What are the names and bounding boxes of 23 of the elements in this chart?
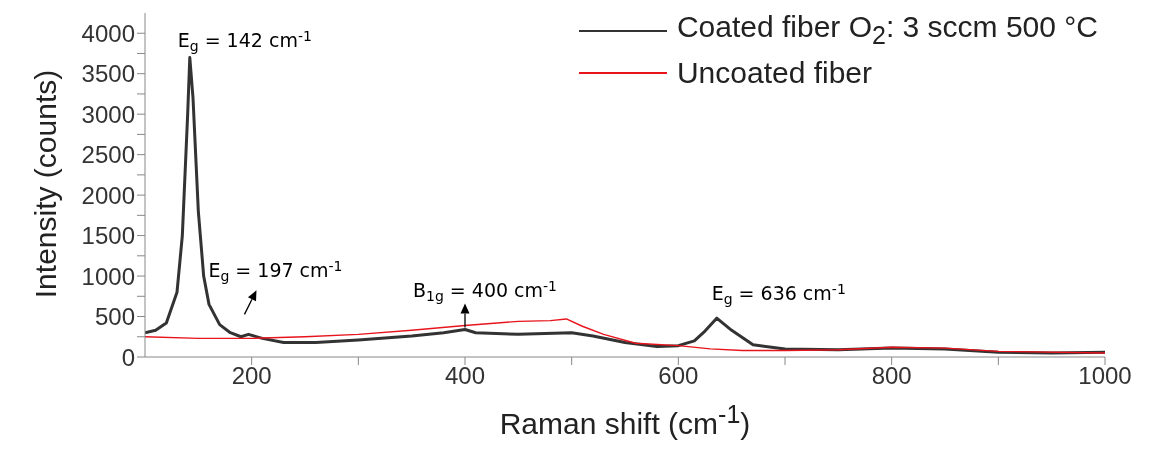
legend-label: Coated fiber O$_{2}$: 3 sccm 500 °C xyxy=(676,9,1098,51)
x-tick-label: 1000 xyxy=(1078,362,1132,390)
y-tick-label: 4000 xyxy=(81,19,135,47)
y-tick-label: 500 xyxy=(94,303,135,331)
y-tick-label: 2500 xyxy=(81,141,135,169)
annotation: E$_{g}$ = 197 cm$^{-1}$ xyxy=(208,258,343,284)
y-axis-title: Intensity (counts) xyxy=(29,69,62,299)
annotation: E$_{g}$ = 636 cm$^{-1}$ xyxy=(711,280,846,307)
y-tick-label: 2000 xyxy=(81,181,135,209)
x-tick-label: 200 xyxy=(231,362,272,390)
legend-label: Uncoated fiber xyxy=(676,55,873,91)
y-tick-label: 1000 xyxy=(81,262,135,290)
y-tick-label: 0 xyxy=(121,343,135,371)
y-tick-label: 1500 xyxy=(81,222,135,250)
x-axis-title: Raman shift (cm$^{-1}$) xyxy=(499,400,751,440)
x-tick-label: 800 xyxy=(871,362,912,390)
line-series xyxy=(145,318,1105,354)
annotation: E$_{g}$ = 142 cm$^{-1}$ xyxy=(177,27,312,54)
annotation: B$_{1g}$ = 400 cm$^{-1}$ xyxy=(412,278,558,304)
y-tick-label: 3500 xyxy=(81,60,135,88)
x-tick-label: 600 xyxy=(658,362,699,390)
y-tick-label: 3000 xyxy=(81,100,135,128)
x-tick-label: 400 xyxy=(444,362,486,390)
